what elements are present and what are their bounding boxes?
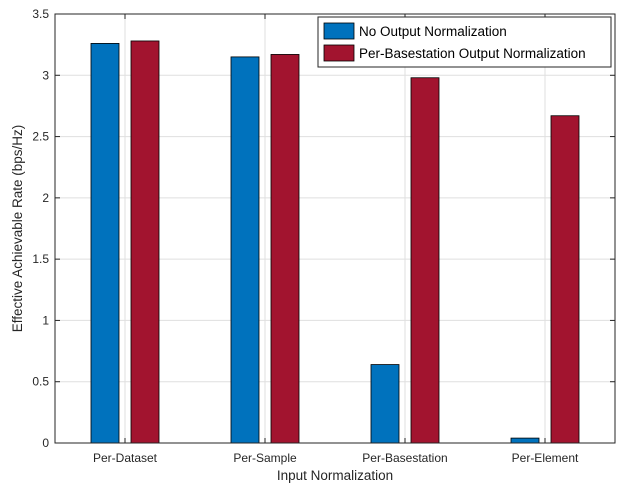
bar-per-basestation-output-normalization-per-basestation [410, 77, 440, 444]
bar-no-output-normalization-per-dataset [90, 43, 120, 444]
legend-swatch-no-output-normalization [323, 22, 355, 40]
bar-no-output-normalization-per-sample [230, 56, 260, 444]
bar-no-output-normalization-per-element [510, 437, 540, 444]
legend-label-no-output-normalization: No Output Normalization [359, 24, 507, 39]
x-tick-labels: Per-Dataset Per-Sample Per-Basestation Per-… [93, 451, 579, 465]
y-tick-label: 2 [42, 191, 49, 205]
y-tick-label: 1.5 [32, 252, 49, 266]
y-tick-labels: 0 0.5 1 1.5 2 2.5 3 3.5 [32, 7, 49, 450]
x-axis-label: Input Normalization [277, 468, 393, 483]
y-tick-label: 2.5 [32, 130, 49, 144]
bar-per-basestation-output-normalization-per-element [550, 115, 580, 444]
bar-per-basestation-output-normalization-per-sample [270, 54, 300, 444]
x-tick-label-per-sample: Per-Sample [233, 451, 297, 465]
y-tick-label: 0.5 [32, 375, 49, 389]
x-tick-label-per-basestation: Per-Basestation [362, 451, 447, 465]
y-axis-label: Effective Achievable Rate (bps/Hz) [10, 125, 25, 333]
bars [90, 40, 580, 444]
legend-swatch-per-basestation-output-normalization [323, 44, 355, 62]
y-tick-label: 1 [42, 313, 49, 327]
y-tick-label: 0 [42, 436, 49, 450]
legend-label-per-basestation-output-normalization: Per-Basestation Output Normalization [359, 46, 586, 61]
plot-frame [54, 13, 616, 444]
x-tick-label-per-element: Per-Element [512, 451, 579, 465]
legend-box [317, 16, 612, 68]
y-tick-label: 3.5 [32, 7, 49, 21]
bar-per-basestation-output-normalization-per-dataset [130, 40, 160, 444]
y-tick-label: 3 [42, 68, 49, 82]
x-tick-label-per-dataset: Per-Dataset [93, 451, 158, 465]
legend: No Output Normalization Per-Basestation … [317, 16, 612, 68]
bar-no-output-normalization-per-basestation [370, 364, 400, 444]
